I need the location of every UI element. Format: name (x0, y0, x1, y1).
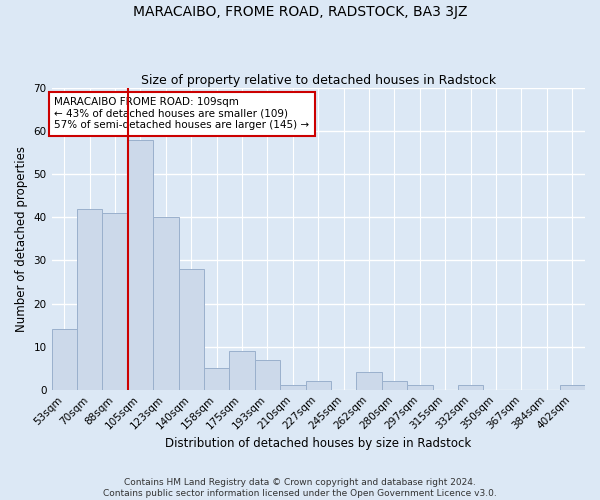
Text: MARACAIBO FROME ROAD: 109sqm
← 43% of detached houses are smaller (109)
57% of s: MARACAIBO FROME ROAD: 109sqm ← 43% of de… (54, 97, 310, 130)
Title: Size of property relative to detached houses in Radstock: Size of property relative to detached ho… (141, 74, 496, 87)
Text: Contains HM Land Registry data © Crown copyright and database right 2024.
Contai: Contains HM Land Registry data © Crown c… (103, 478, 497, 498)
Bar (560, 386, 585, 390)
Bar (382, 381, 407, 390)
Bar (305, 381, 331, 390)
Bar (103, 213, 128, 390)
Bar (128, 140, 153, 390)
Bar (356, 372, 382, 390)
X-axis label: Distribution of detached houses by size in Radstock: Distribution of detached houses by size … (165, 437, 472, 450)
Bar (458, 386, 484, 390)
Bar (229, 351, 255, 390)
Bar (407, 386, 433, 390)
Text: MARACAIBO, FROME ROAD, RADSTOCK, BA3 3JZ: MARACAIBO, FROME ROAD, RADSTOCK, BA3 3JZ (133, 5, 467, 19)
Bar (179, 269, 204, 390)
Bar (255, 360, 280, 390)
Bar (280, 386, 305, 390)
Bar (153, 218, 179, 390)
Bar (204, 368, 229, 390)
Y-axis label: Number of detached properties: Number of detached properties (15, 146, 28, 332)
Bar (52, 330, 77, 390)
Bar (77, 209, 103, 390)
